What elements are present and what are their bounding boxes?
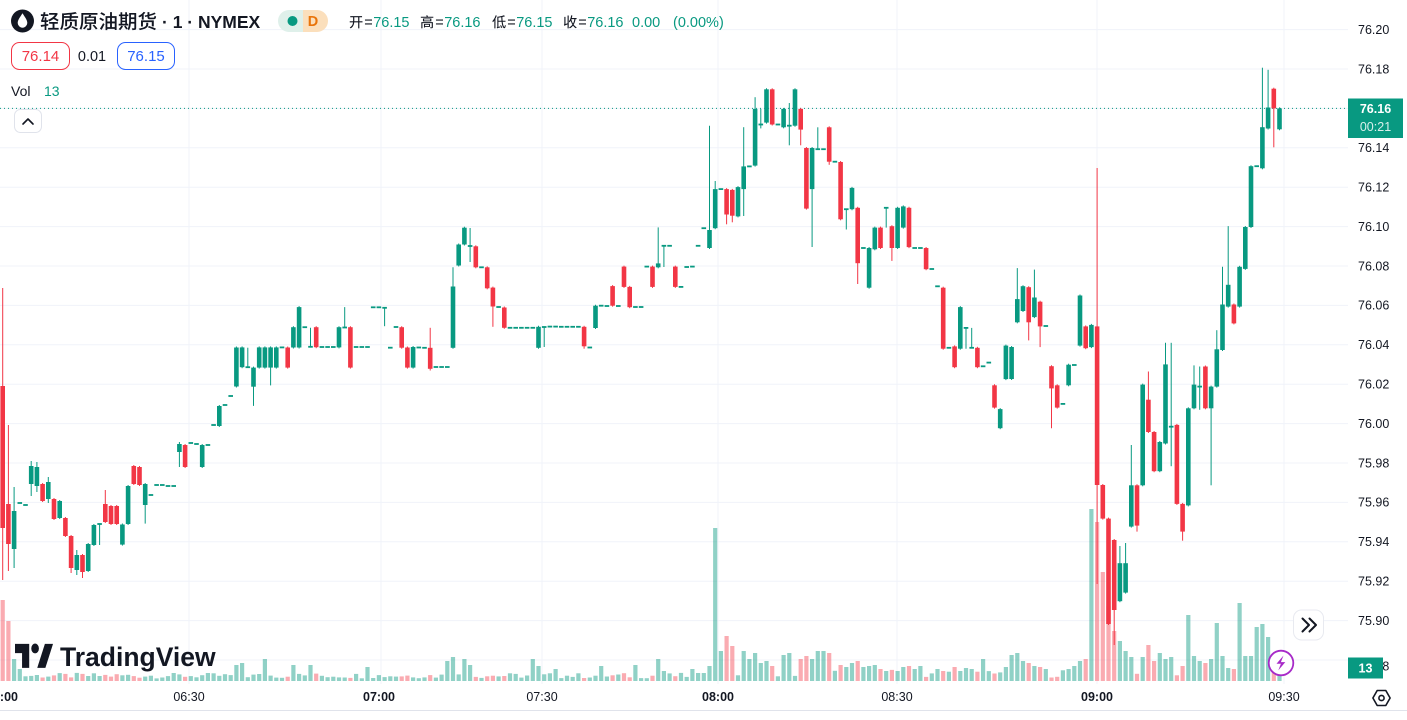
svg-text:08:00: 08:00 [702, 690, 734, 704]
svg-text:06:00: 06:00 [0, 690, 18, 704]
svg-text:76.12: 76.12 [1358, 181, 1389, 195]
svg-text:75.92: 75.92 [1358, 575, 1389, 589]
svg-text:75.94: 75.94 [1358, 535, 1389, 549]
svg-text:75.90: 75.90 [1358, 614, 1389, 628]
svg-text:76.14: 76.14 [1358, 141, 1389, 155]
svg-text:76.06: 76.06 [1358, 299, 1389, 313]
svg-text:76.10: 76.10 [1358, 220, 1389, 234]
svg-text:76.15: 76.15 [516, 15, 552, 31]
svg-text:07:00: 07:00 [363, 690, 395, 704]
svg-text:09:00: 09:00 [1081, 690, 1113, 704]
svg-text:Vol: Vol [11, 83, 30, 99]
svg-text:76.20: 76.20 [1358, 23, 1389, 37]
svg-text:TradingView: TradingView [60, 642, 216, 672]
svg-text:76.16: 76.16 [444, 15, 480, 31]
svg-text:07:30: 07:30 [526, 690, 557, 704]
svg-text:76.15: 76.15 [373, 15, 409, 31]
svg-text:76.15: 76.15 [127, 48, 165, 65]
svg-text:76.18: 76.18 [1358, 62, 1389, 76]
svg-text:08:30: 08:30 [881, 690, 912, 704]
svg-text:· 1 · NYMEX: · 1 · NYMEX [162, 12, 261, 32]
svg-text:75.98: 75.98 [1358, 456, 1389, 470]
svg-text:D: D [308, 14, 318, 30]
svg-text:(0.00%): (0.00%) [673, 15, 724, 31]
svg-text:=: = [578, 15, 586, 31]
svg-text:75.96: 75.96 [1358, 496, 1389, 510]
svg-text:76.14: 76.14 [22, 48, 60, 65]
svg-text:06:30: 06:30 [173, 690, 204, 704]
svg-text:76.02: 76.02 [1358, 378, 1389, 392]
svg-text:76.00: 76.00 [1358, 417, 1389, 431]
svg-text:76.16: 76.16 [1360, 102, 1391, 116]
svg-text:13: 13 [44, 83, 60, 99]
svg-text:13: 13 [1359, 662, 1373, 676]
svg-text:0.00: 0.00 [632, 15, 660, 31]
svg-text:76.16: 76.16 [587, 15, 623, 31]
svg-text:=: = [507, 15, 515, 31]
svg-text:76.08: 76.08 [1358, 259, 1389, 273]
svg-text:76.04: 76.04 [1358, 338, 1389, 352]
svg-text:09:30: 09:30 [1268, 690, 1299, 704]
svg-text:00:21: 00:21 [1360, 120, 1391, 134]
svg-text:0.01: 0.01 [78, 49, 106, 65]
svg-text:=: = [435, 15, 443, 31]
svg-text:=: = [364, 15, 372, 31]
